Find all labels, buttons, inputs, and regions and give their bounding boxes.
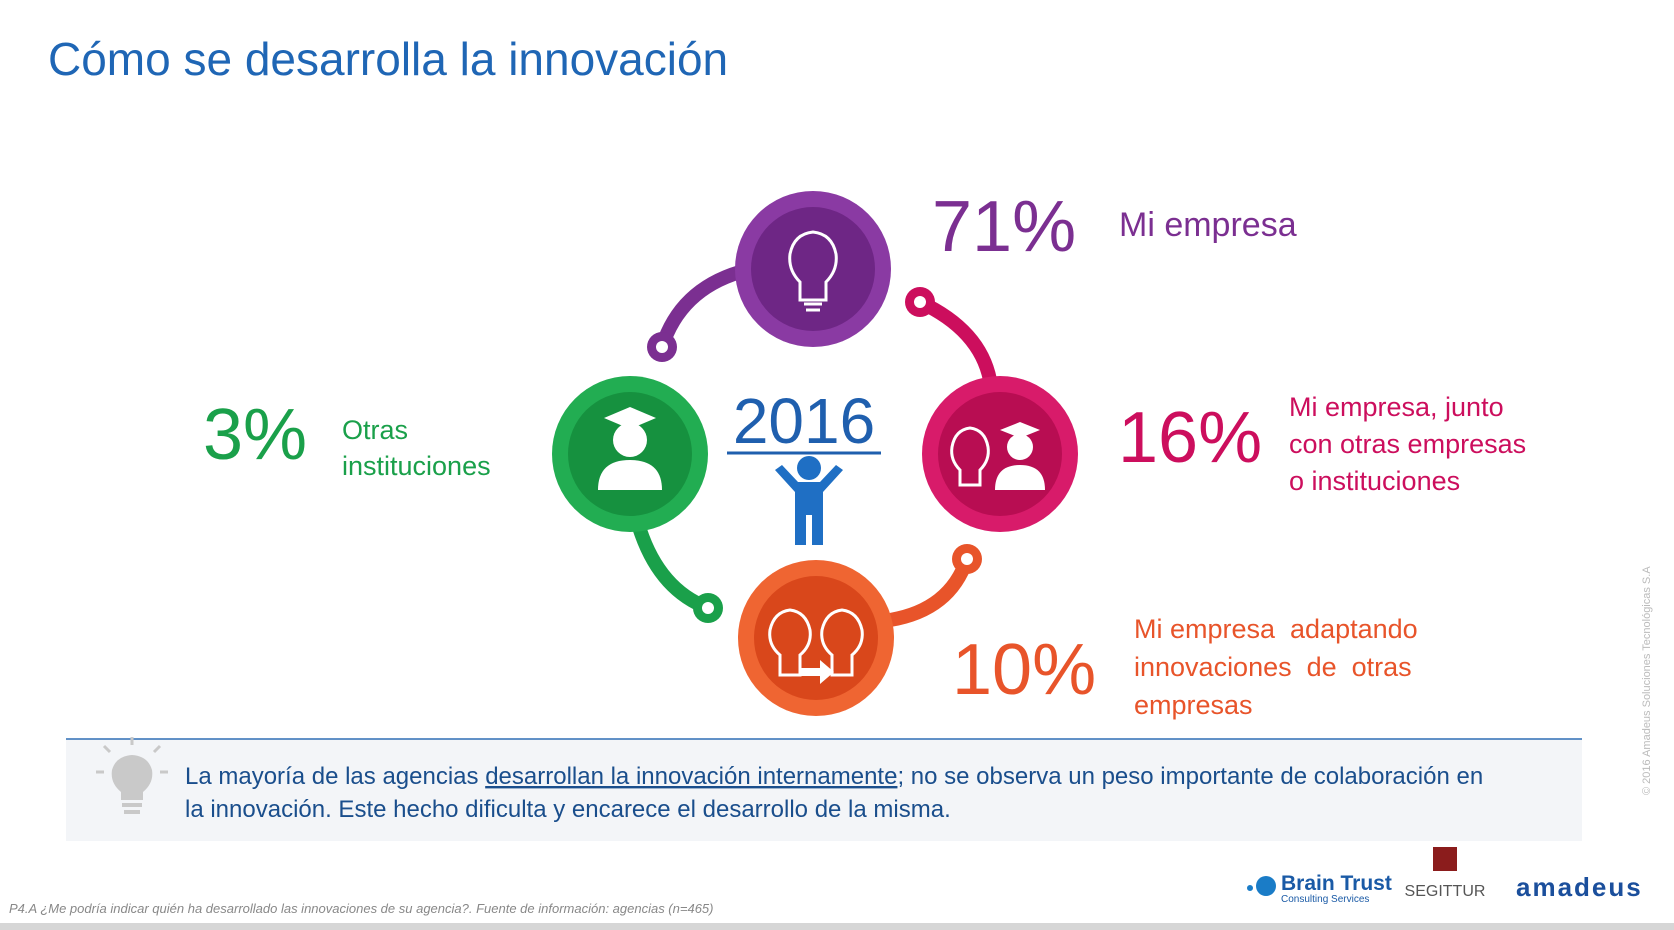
- item-label: Mi empresa, junto con otras empresas o ins…: [1289, 392, 1526, 496]
- logo-text: SEGITTUR: [1405, 883, 1486, 900]
- logo-segittur: SEGITTUR: [1405, 847, 1486, 900]
- label-line: Mi empresa: [1119, 206, 1297, 244]
- percent: 3%: [203, 395, 307, 475]
- label-line: innovaciones de otras: [1134, 652, 1412, 682]
- note-part: La mayoría de las agencias: [185, 763, 485, 790]
- label-line: Mi empresa, junto: [1289, 392, 1504, 422]
- connector-dots: [647, 287, 982, 623]
- dot-hole: [914, 296, 926, 308]
- note-bulb-icon: [96, 737, 168, 814]
- label-line: Otras: [342, 415, 408, 445]
- center-year: 2016: [733, 385, 875, 457]
- item-label: Mi empresa adaptando innovaciones de otra…: [1134, 614, 1418, 720]
- item-label: Mi empresa: [1119, 206, 1297, 244]
- label-line: Mi empresa adaptando: [1134, 614, 1418, 644]
- circle-orange: [738, 560, 894, 716]
- label-line: o instituciones: [1289, 466, 1460, 496]
- logo-amadeus: amadeus: [1516, 872, 1643, 902]
- connector: [655, 265, 747, 354]
- connector: [913, 295, 997, 387]
- footer-source: P4.A ¿Me podría indicar quién ha desarro…: [9, 901, 713, 916]
- label-line: empresas: [1134, 690, 1253, 720]
- note-text: La mayoría de las agencias desarrollan l…: [185, 763, 1483, 790]
- slide-title: Cómo se desarrolla la innovación: [48, 33, 728, 85]
- connector: [633, 523, 715, 615]
- copyright: © 2016 Amadeus Soluciones Tecnológicas S…: [1641, 566, 1653, 795]
- percent: 71%: [932, 187, 1076, 267]
- note-box: [66, 739, 1582, 841]
- logo-braintrust: Brain Trust Consulting Services: [1247, 872, 1392, 905]
- dot-hole: [961, 553, 973, 565]
- circle-green: [552, 376, 708, 532]
- person-icon: [775, 456, 843, 545]
- percent: 16%: [1118, 398, 1262, 478]
- item-label: Otras instituciones: [342, 415, 491, 481]
- label-line: con otras empresas: [1289, 429, 1526, 459]
- logo-subtext: Consulting Services: [1281, 894, 1369, 905]
- label-line: instituciones: [342, 451, 491, 481]
- logo-text: Brain Trust: [1281, 872, 1392, 895]
- dot-hole: [702, 602, 714, 614]
- circle-pink: [922, 376, 1078, 532]
- note-text: la innovación. Este hecho dificulta y en…: [185, 796, 951, 823]
- circle-purple: [735, 191, 891, 347]
- note-part: ; no se observa un peso importante de co…: [897, 763, 1483, 790]
- note-emphasis: desarrollan la innovación internamente: [485, 763, 897, 790]
- footer-strip: [0, 923, 1674, 930]
- percent: 10%: [952, 630, 1096, 710]
- dot-hole: [656, 341, 668, 353]
